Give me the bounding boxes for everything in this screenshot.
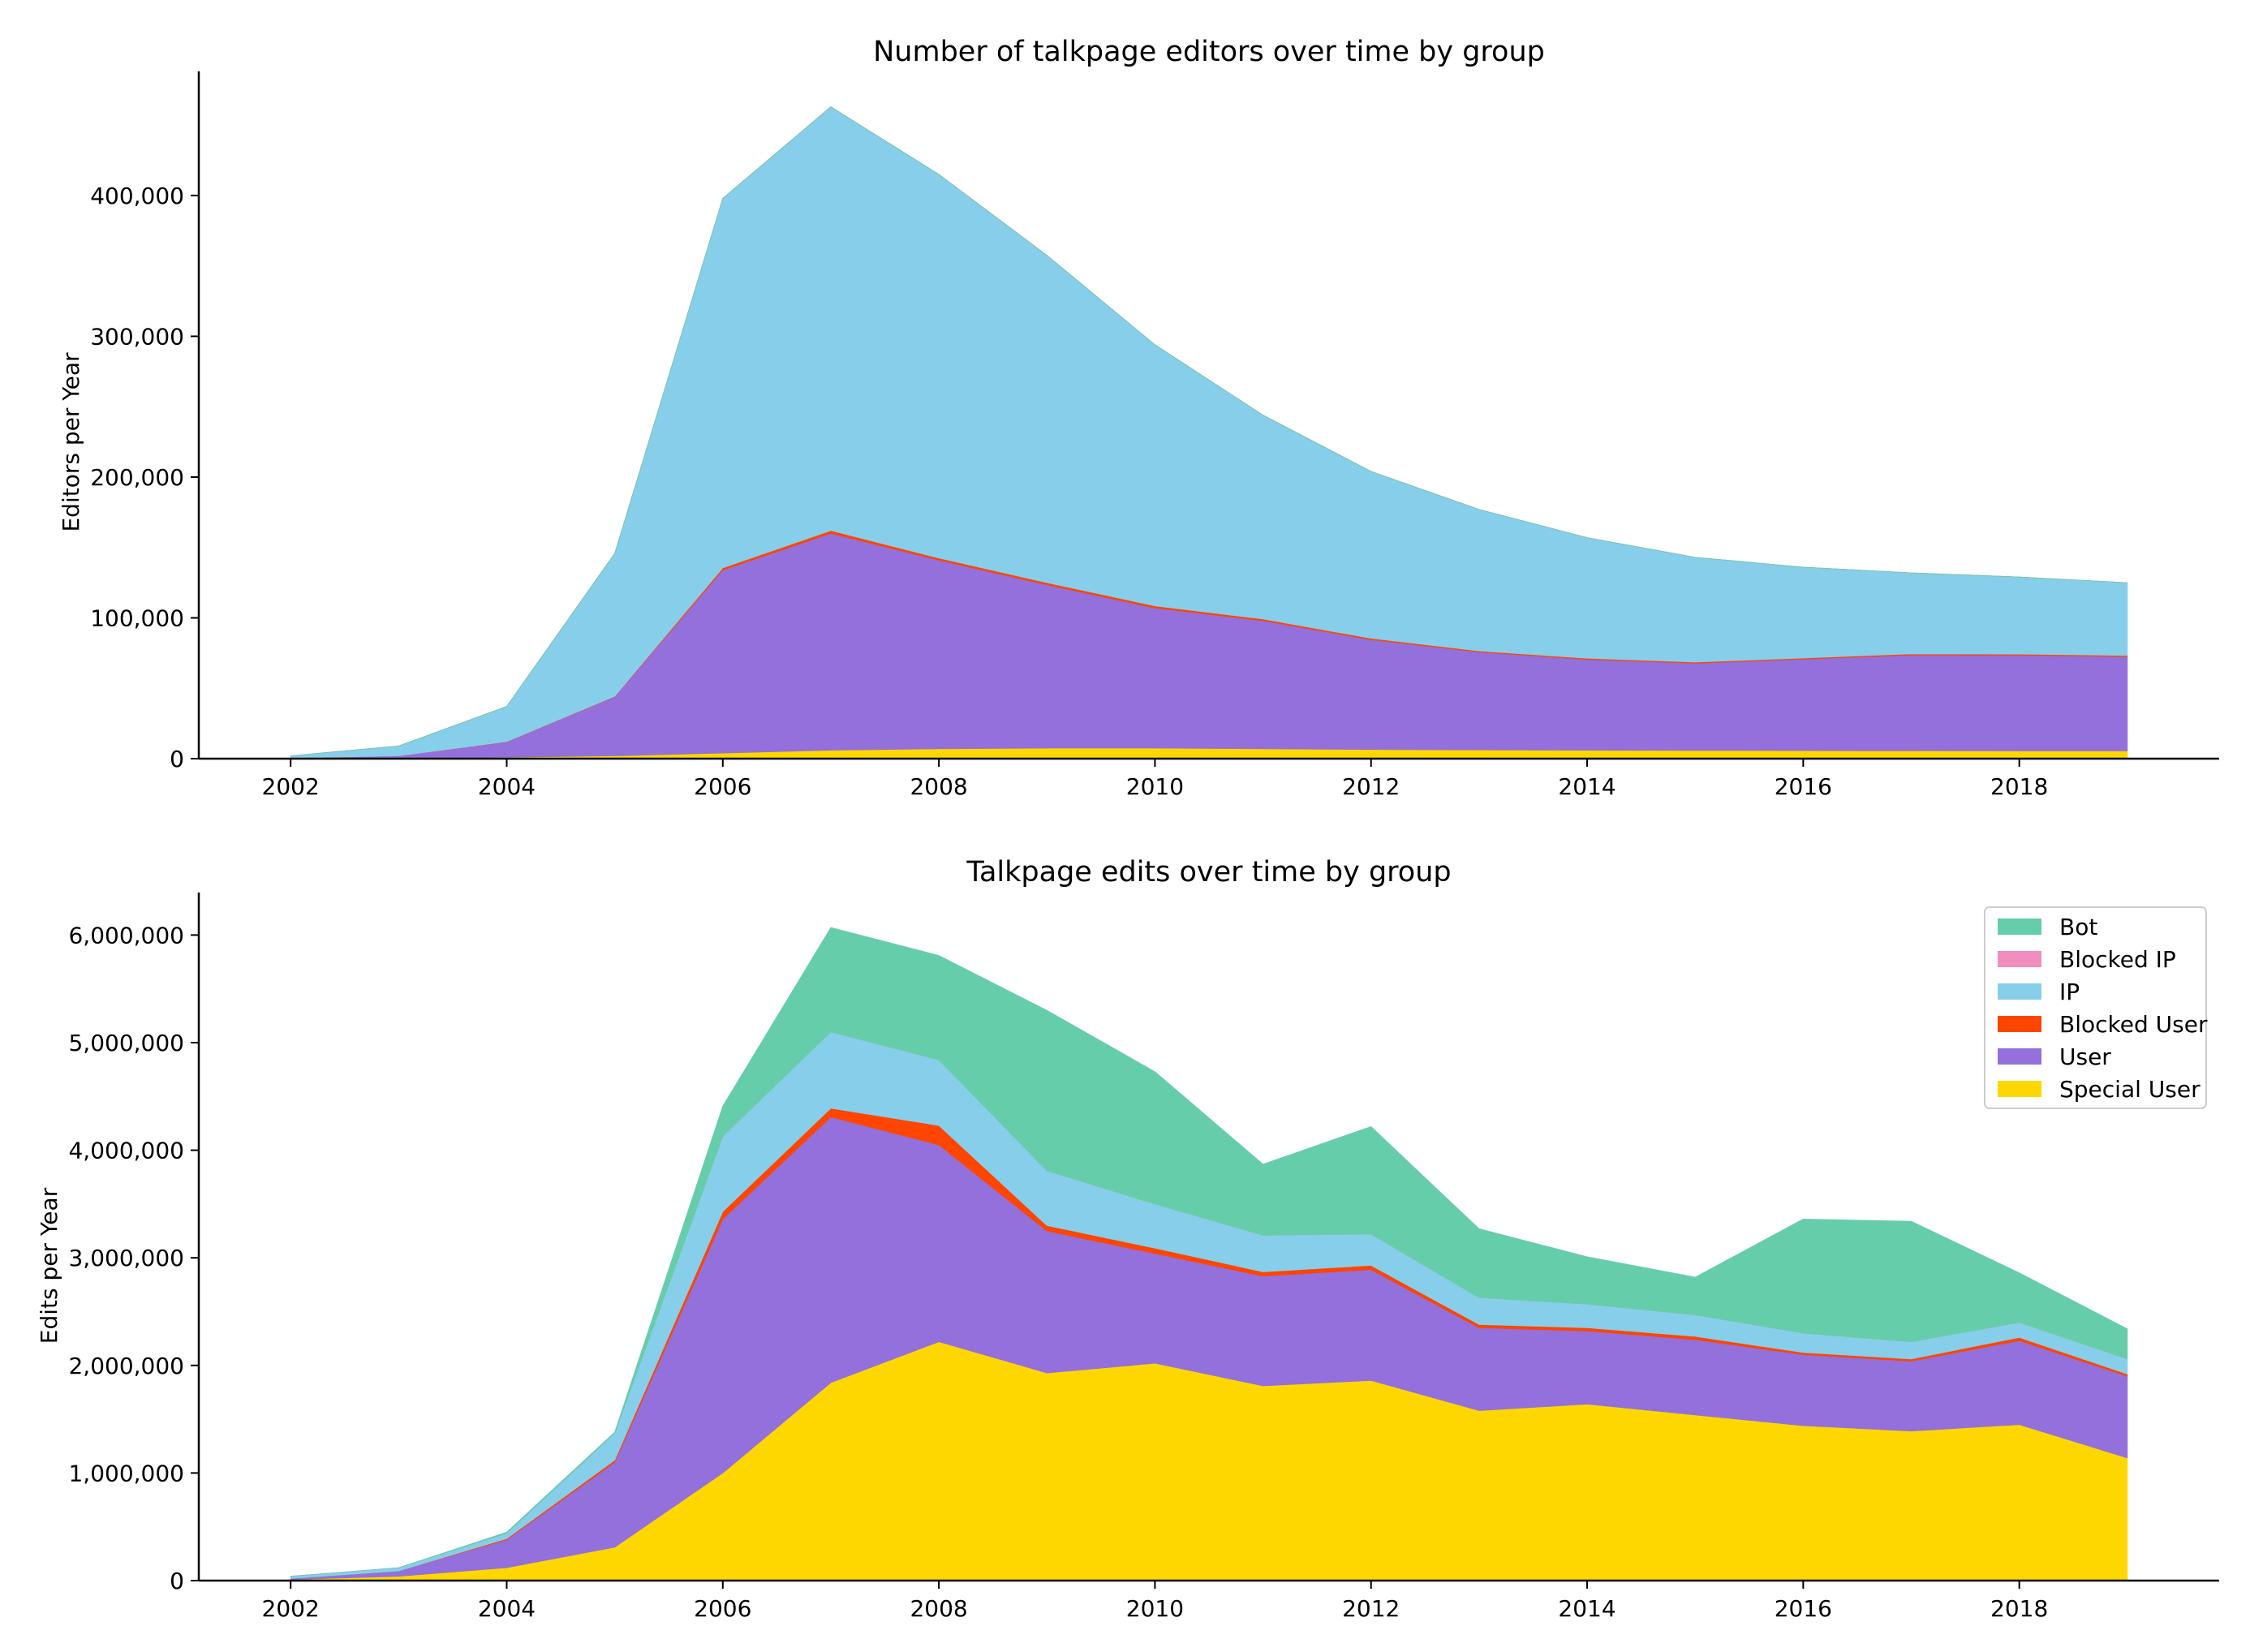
editors-y-axis-label: Editors per Year — [58, 352, 84, 532]
edits-area-bot — [290, 927, 2128, 1577]
editors-y-tick-label: 0 — [170, 746, 184, 772]
edits-chart-title: Talkpage edits over time by group — [966, 856, 1451, 888]
editors-y-tick-label: 400,000 — [90, 183, 184, 209]
edits-x-tick-label: 2010 — [1126, 1595, 1184, 1622]
edits-x-tick-label: 2012 — [1342, 1595, 1400, 1622]
edits-y-tick-label: 1,000,000 — [68, 1460, 184, 1486]
editors-x-tick-label: 2012 — [1342, 773, 1400, 800]
edits-y-tick-label: 6,000,000 — [68, 922, 184, 949]
edits-y-tick-label: 3,000,000 — [68, 1245, 184, 1271]
editors-x-tick-label: 2014 — [1558, 773, 1615, 800]
legend-swatch-bot — [1998, 918, 2041, 935]
editors-x-tick-label: 2002 — [262, 773, 320, 800]
edits-chart: Talkpage edits over time by group Edits … — [36, 856, 2219, 1622]
edits-x-ticks: 2002 2004 2006 2008 2010 2012 2014 2016 2018 — [262, 1581, 2048, 1622]
edits-y-tick-label: 5,000,000 — [68, 1030, 184, 1056]
legend-label-special-user: Special User — [2059, 1076, 2201, 1103]
editors-y-tick-label: 100,000 — [90, 604, 184, 631]
edits-y-tick-label: 0 — [170, 1568, 184, 1594]
edits-x-tick-label: 2018 — [1990, 1595, 2048, 1622]
editors-x-tick-label: 2006 — [694, 773, 751, 800]
edits-y-tick-label: 4,000,000 — [68, 1138, 184, 1164]
legend-label-bot: Bot — [2059, 914, 2097, 940]
editors-x-ticks: 2002 2004 2006 2008 2010 2012 2014 2016 2018 — [262, 759, 2048, 800]
editors-y-ticks: 0 100,000 200,000 300,000 400,000 — [90, 183, 199, 772]
legend-label-ip: IP — [2059, 979, 2080, 1005]
editors-x-tick-label: 2018 — [1990, 773, 2048, 800]
edits-x-tick-label: 2008 — [910, 1595, 967, 1622]
legend-swatch-special-user — [1998, 1081, 2041, 1097]
edits-axes — [197, 893, 2219, 1582]
editors-x-tick-label: 2008 — [910, 773, 967, 800]
edits-x-tick-label: 2002 — [262, 1595, 320, 1622]
edits-y-axis-label: Edits per Year — [36, 1187, 62, 1344]
edits-x-tick-label: 2016 — [1775, 1595, 1832, 1622]
legend-label-user: User — [2059, 1043, 2111, 1070]
editors-x-tick-label: 2004 — [478, 773, 536, 800]
editors-x-tick-label: 2016 — [1775, 773, 1832, 800]
legend-label-blocked-ip: Blocked IP — [2059, 946, 2176, 973]
editors-y-tick-label: 200,000 — [90, 464, 184, 491]
editors-chart-title: Number of talkpage editors over time by … — [873, 36, 1545, 68]
editors-axes — [197, 71, 2219, 760]
edits-y-tick-label: 2,000,000 — [68, 1353, 184, 1379]
legend-swatch-user — [1998, 1048, 2041, 1065]
legend-swatch-blocked-ip — [1998, 951, 2041, 967]
editors-chart: Number of talkpage editors over time by … — [58, 36, 2219, 800]
editors-y-tick-label: 300,000 — [90, 323, 184, 350]
legend-label-blocked-user: Blocked User — [2059, 1011, 2208, 1038]
edits-y-ticks: 0 1,000,000 2,000,000 3,000,000 4,000,000 5,0… — [68, 922, 199, 1594]
edits-x-tick-label: 2006 — [694, 1595, 751, 1622]
legend-swatch-ip — [1998, 983, 2041, 1000]
legend-swatch-blocked-user — [1998, 1016, 2041, 1032]
edits-x-tick-label: 2014 — [1558, 1595, 1615, 1622]
edits-areas — [290, 927, 2128, 1581]
editors-x-tick-label: 2010 — [1126, 773, 1184, 800]
edits-legend: Bot Blocked IP IP Blocked User User Special U… — [1984, 906, 2208, 1109]
edits-x-tick-label: 2004 — [478, 1595, 536, 1622]
